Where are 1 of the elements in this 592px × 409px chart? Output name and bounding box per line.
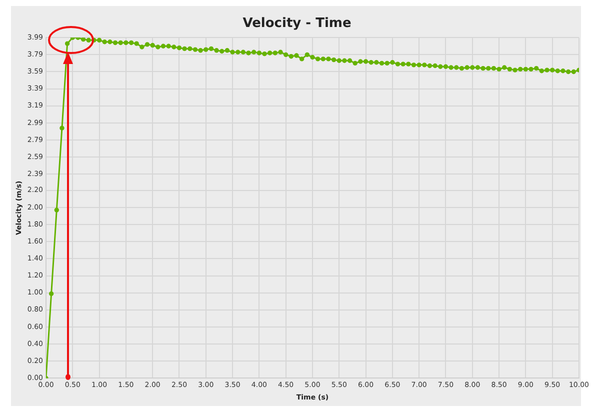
chart-title: Velocity - Time	[242, 16, 352, 32]
